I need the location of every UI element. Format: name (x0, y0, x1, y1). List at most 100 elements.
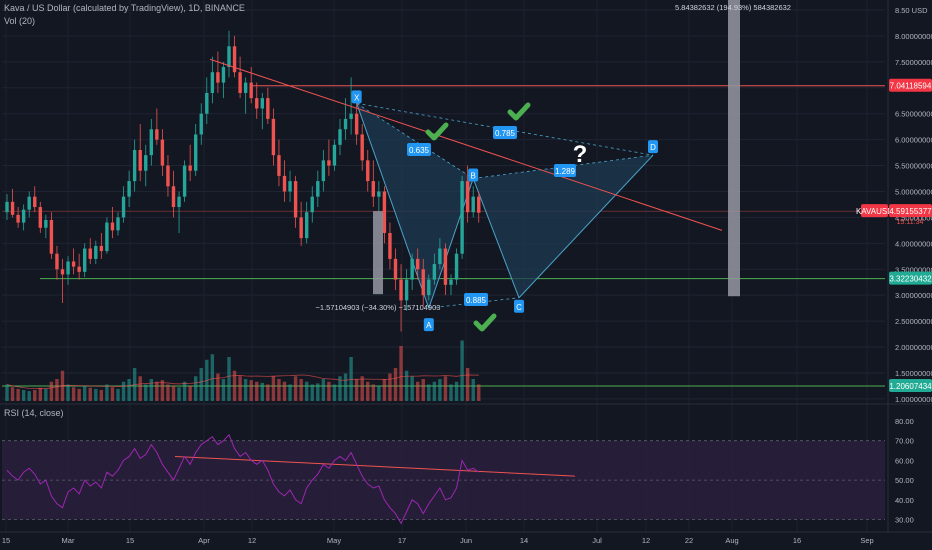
volume-bar (144, 384, 148, 401)
symbol-title[interactable]: Kava / US Dollar (calculated by TradingV… (4, 3, 245, 13)
candle-body (271, 118, 276, 156)
volume-bar (377, 385, 381, 401)
candle-body (277, 155, 281, 176)
time-tick: 22 (685, 536, 693, 545)
volume-bar (5, 384, 9, 401)
volume-bar (321, 379, 326, 401)
price-tick: 6.50000000 (895, 110, 932, 119)
volume-bar (16, 388, 20, 401)
volume-bar (243, 379, 248, 401)
rsi-indicator (2, 433, 885, 525)
resistance-price-tag: 7.04118594 (890, 82, 932, 91)
volume-bar (199, 368, 203, 401)
volume-bar (382, 379, 387, 401)
pattern-bcd (473, 155, 653, 298)
candle-body (416, 258, 420, 270)
point-d-label-bg (648, 140, 658, 154)
price-tick: 8.00000000 (895, 32, 932, 41)
price-axis[interactable]: 8.50 USD8.000000007.500000007.000000006.… (0, 0, 932, 533)
time-tick: May (327, 536, 341, 545)
rsi-label[interactable]: RSI (14, close) (4, 408, 64, 418)
volume-bar (432, 381, 437, 401)
point-d-label: D (650, 143, 656, 152)
candle-body (465, 181, 470, 213)
volume-bar (66, 384, 70, 401)
volume-bar (443, 376, 448, 401)
descending-trendline (209, 58, 723, 231)
candle-body (460, 181, 464, 254)
candle-body (227, 46, 231, 68)
candle-body (205, 92, 209, 114)
ratio-label: 0.885 (466, 296, 487, 305)
volume-bar (288, 384, 292, 401)
annotations: X A B C D 0.635 0.785 1.289 0.885? (351, 90, 658, 332)
ratio-label: 0.635 (409, 146, 430, 155)
price-tick: 1.00000000 (895, 395, 932, 404)
time-tick: 15 (126, 536, 134, 545)
rsi-tick: 80.00 (895, 417, 914, 426)
volume-bar (83, 385, 87, 401)
candle-body (83, 248, 87, 272)
candle-body (216, 72, 220, 83)
volume-bar (338, 376, 342, 401)
volume-bar (10, 387, 15, 401)
volume-bar (55, 379, 59, 401)
candle-body (299, 217, 303, 239)
volume-bar (421, 379, 425, 401)
candle-body (177, 196, 181, 208)
candle-body (249, 82, 253, 99)
candle-body (55, 253, 59, 270)
candle-body (99, 245, 104, 252)
candle-body (260, 98, 264, 109)
volume-bar (210, 354, 215, 401)
volume-bar (171, 385, 176, 401)
ratio-label-bg (493, 126, 517, 139)
candle-body (266, 98, 270, 119)
candle-body (288, 181, 292, 192)
price-tick: 5.50000000 (895, 162, 932, 171)
volume-bar (177, 387, 181, 401)
candle-body (421, 269, 425, 296)
candle-body (338, 129, 342, 145)
volume-bar (366, 381, 370, 401)
price-tick: 2.50000000 (895, 317, 932, 326)
volume-bar (99, 390, 104, 401)
current-price-tag: 4.59155377 (889, 207, 932, 216)
rsi-tick: 40.00 (895, 496, 914, 505)
ratio-label-bg (554, 164, 576, 177)
time-tick: 16 (793, 536, 801, 545)
time-tick: Jun (460, 536, 472, 545)
volume-bar (343, 373, 348, 401)
volume-bar (404, 370, 409, 401)
candle-body (66, 261, 70, 275)
pattern-leg (472, 178, 520, 298)
candle-body (210, 72, 215, 93)
time-tick: 17 (398, 536, 406, 545)
candle-body (427, 279, 431, 296)
volume-bar (94, 388, 98, 401)
time-tick: Mar (62, 536, 75, 545)
volume-bar (371, 384, 375, 401)
volume-bar (471, 379, 475, 401)
candle-body (432, 264, 437, 280)
volume-bar (71, 387, 76, 401)
point-x-label-bg (351, 90, 362, 104)
candle-body (327, 160, 331, 166)
rsi-tick: 70.00 (895, 437, 914, 446)
volume-bar (232, 370, 237, 401)
volume-bar (310, 384, 314, 401)
check-icon (473, 313, 497, 332)
price-tick: 3.00000000 (895, 291, 932, 300)
candle-body (88, 248, 92, 259)
measure-up-box (728, 0, 740, 297)
volume-label[interactable]: Vol (20) (4, 16, 36, 26)
candle-body (393, 258, 398, 280)
volume-bar (360, 376, 364, 401)
countdown-label: 15:11:34 (897, 219, 924, 226)
candle-body (321, 160, 326, 182)
candle-body (360, 134, 364, 161)
volume-bar (327, 381, 331, 401)
time-axis[interactable]: 15 Mar 15 Apr 12 May 17 Jun 14 Jul 12 22 Aug 16 Sep (2, 536, 874, 545)
candle-body (132, 149, 137, 182)
